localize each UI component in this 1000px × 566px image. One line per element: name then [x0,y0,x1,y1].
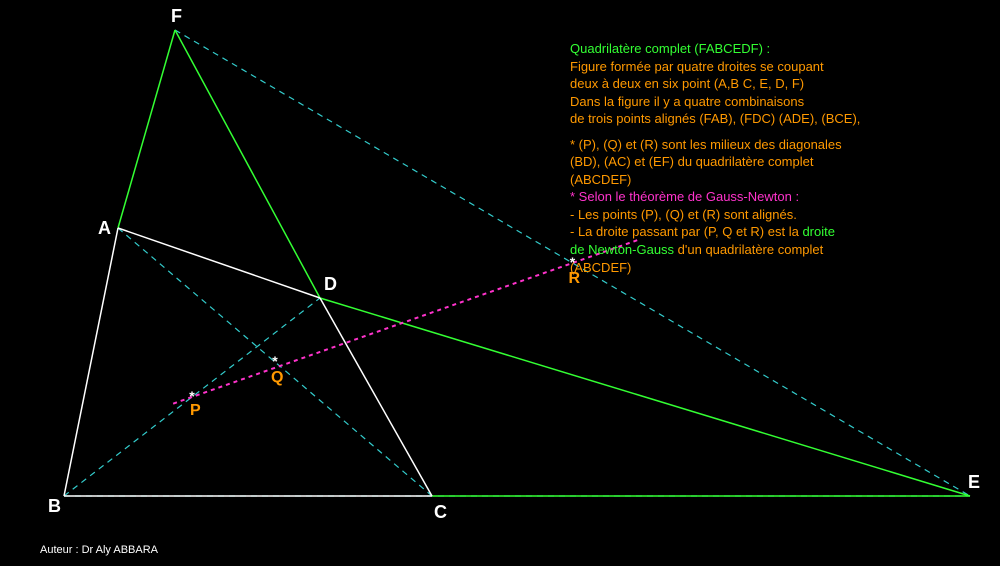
midpoint-marker-Q: * [272,353,278,369]
vertex-label-F: F [171,6,182,26]
legend-line: * (P), (Q) et (R) sont les milieux des d… [570,136,980,154]
legend-line: * Selon le théorème de Gauss-Newton : [570,188,980,206]
author-credit: Auteur : Dr Aly ABBARA [40,544,158,556]
legend-line: Quadrilatère complet (FABCEDF) : [570,40,980,58]
legend-line: (BD), (AC) et (EF) du quadrilatère compl… [570,153,980,171]
legend-line: - La droite passant par (P, Q et R) est … [570,223,980,241]
midpoint-label-P: P [190,402,201,419]
legend-line [570,128,980,136]
legend-line: (ABCDEF) [570,171,980,189]
legend-line: deux à deux en six point (A,B C, E, D, F… [570,75,980,93]
legend-text-block: Quadrilatère complet (FABCEDF) :Figure f… [570,40,980,276]
vertex-label-E: E [968,472,980,492]
vertex-label-C: C [434,502,447,522]
vertex-label-B: B [48,496,61,516]
legend-line: Dans la figure il y a quatre combinaison… [570,93,980,111]
legend-line: de trois points alignés (FAB), (FDC) (AD… [570,110,980,128]
midpoint-label-Q: Q [271,369,283,386]
vertex-label-D: D [324,274,337,294]
vertex-label-A: A [98,218,111,238]
legend-line: - Les points (P), (Q) et (R) sont aligné… [570,206,980,224]
legend-span: - La droite passant par (P, Q et R) est … [570,224,802,239]
legend-line: (ABCDEF) [570,259,980,277]
legend-line: Figure formée par quatre droites se coup… [570,58,980,76]
legend-span: de Newton-Gauss [570,242,678,257]
legend-span: d'un quadrilatère complet [678,242,824,257]
legend-span: droite [802,224,835,239]
legend-line: de Newton-Gauss d'un quadrilatère comple… [570,241,980,259]
author-text: Auteur : Dr Aly ABBARA [40,544,158,556]
